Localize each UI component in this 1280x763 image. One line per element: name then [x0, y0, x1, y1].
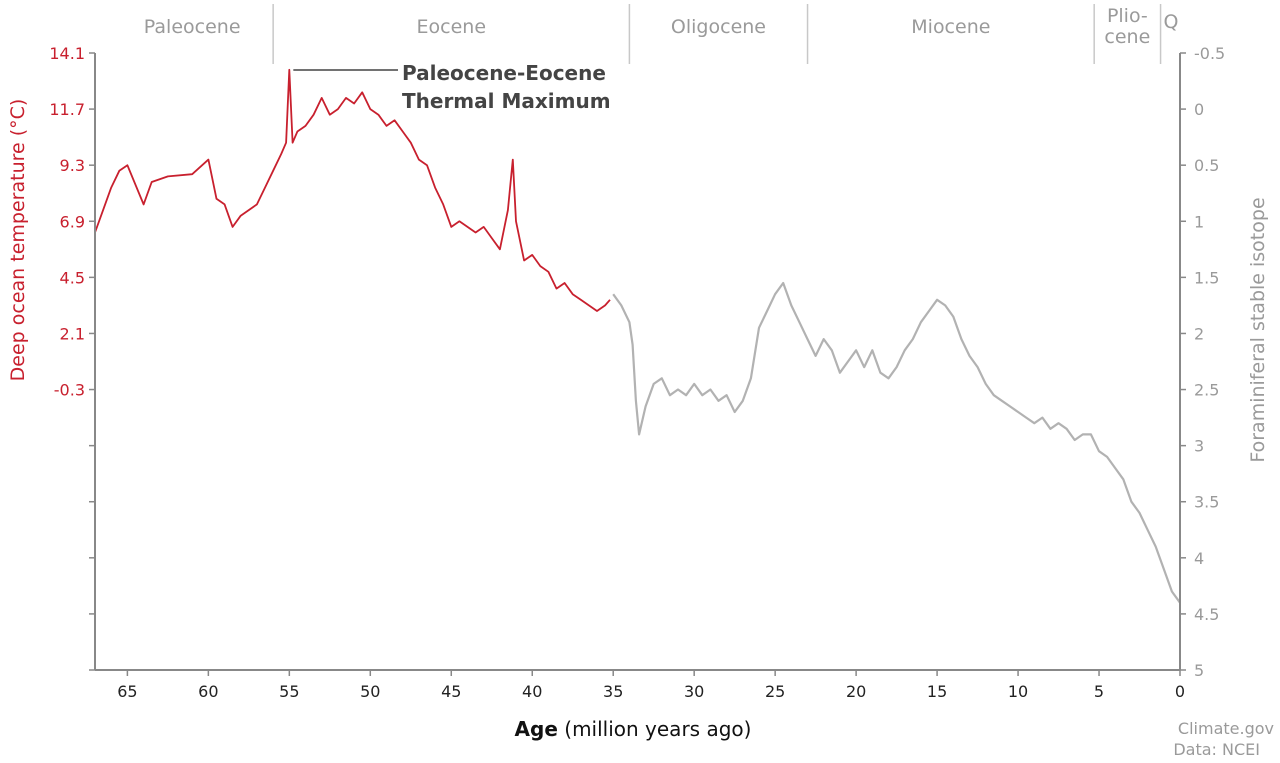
y-left-tick-label: 9.3: [60, 156, 85, 175]
y-left-tick-label: 14.1: [49, 44, 85, 63]
y-right-tick-label: 2: [1194, 324, 1204, 343]
y-right-tick-label: 4.5: [1194, 605, 1219, 624]
epoch-label-line1: Plio-: [1107, 5, 1148, 27]
x-tick-label: 30: [684, 682, 704, 701]
series-line: [612, 281, 1181, 604]
epoch-label: Q: [1164, 11, 1179, 33]
y-right-tick-label: 2.5: [1194, 381, 1219, 400]
y-left-tick-label: -0.3: [54, 381, 85, 400]
x-tick-label: 25: [765, 682, 785, 701]
epoch-band: Paleocene Eocene Oligocene Miocene Plio-cene…: [144, 4, 1179, 64]
y-right-tick-label: 5: [1194, 661, 1204, 680]
epoch-label-line2: cene: [1104, 26, 1150, 48]
x-tick-label: 55: [279, 682, 299, 701]
epoch-label: Miocene: [911, 16, 990, 38]
y-right-tick-label: 3: [1194, 437, 1204, 456]
x-tick-label: 45: [441, 682, 461, 701]
x-tick-label: 35: [603, 682, 623, 701]
x-axis-label-rest: (million years ago): [558, 717, 752, 741]
x-axis-label: Age (million years ago): [515, 717, 752, 741]
y-left-tick-label: 6.9: [60, 212, 85, 231]
y-left-tick-label: 11.7: [49, 100, 85, 119]
y-right-tick-label: 0.5: [1194, 156, 1219, 175]
y-right-tick-label: 1: [1194, 212, 1204, 231]
x-tick-label: 0: [1175, 682, 1185, 701]
x-axis-label-bold: Age: [515, 717, 558, 741]
x-tick-label: 40: [522, 682, 542, 701]
x-tick-label: 15: [927, 682, 947, 701]
y-axis-right-label: Foraminiferal stable isotope: [1247, 197, 1269, 462]
y-left-tick-label: 2.1: [60, 324, 85, 343]
annotation-line1: Paleocene-Eocene: [402, 61, 606, 85]
y-right-tick-label: 1.5: [1194, 268, 1219, 287]
x-tick-label: 5: [1094, 682, 1104, 701]
x-tick-label: 20: [846, 682, 866, 701]
axes: 65 60 55 50 45 40 35 30 25 20 15 10 5 0-0.500.511.522…: [49, 44, 1225, 701]
x-tick-label: 10: [1008, 682, 1028, 701]
y-axis-left-label: Deep ocean temperature (°C): [7, 99, 29, 382]
annotation: Paleocene-Eocene Thermal Maximum: [293, 61, 611, 113]
epoch-label: Oligocene: [671, 16, 766, 38]
y-left-tick-label: 4.5: [60, 268, 85, 287]
annotation-line2: Thermal Maximum: [402, 89, 611, 113]
epoch-label: Eocene: [417, 16, 487, 38]
y-right-tick-label: 0: [1194, 100, 1204, 119]
credit-line1: Climate.gov: [1178, 719, 1274, 738]
credit-line2: Data: NCEI: [1173, 740, 1260, 759]
epoch-label: Paleocene: [144, 16, 241, 38]
series-layer: [94, 68, 1181, 604]
x-tick-label: 50: [360, 682, 380, 701]
y-right-tick-label: -0.5: [1194, 44, 1225, 63]
x-tick-label: 60: [198, 682, 218, 701]
y-right-tick-label: 4: [1194, 549, 1204, 568]
y-right-tick-label: 3.5: [1194, 493, 1219, 512]
series-line: [94, 68, 611, 312]
x-tick-label: 65: [117, 682, 137, 701]
